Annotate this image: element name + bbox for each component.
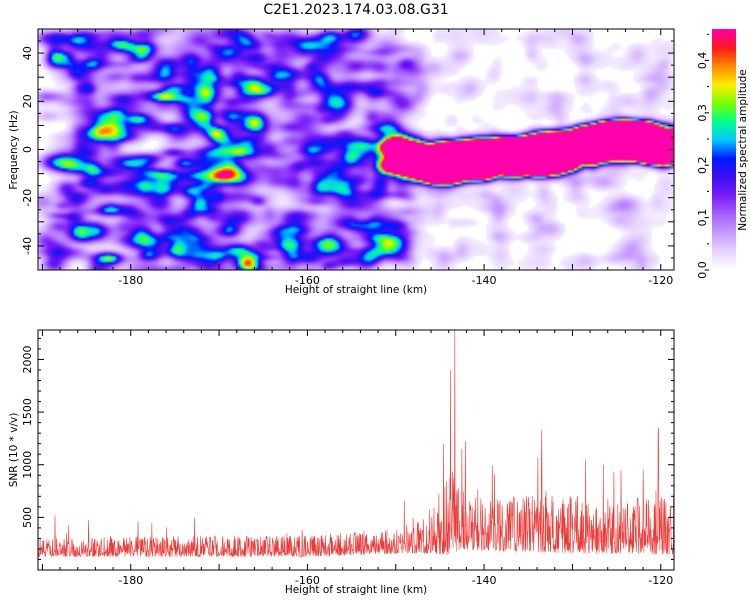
snr-x-axis-label: Height of straight line (km)	[285, 584, 427, 596]
spectrogram-x-tick-label: -160	[295, 274, 320, 287]
figure-title: C2E1.2023.174.03.08.G31	[263, 2, 448, 18]
spectrogram-y-tick-label: 20	[21, 94, 34, 108]
colorbar: 0.0 0.1 0.2 0.3 0.4 Normalized spectral ampl…	[696, 29, 749, 279]
colorbar-gradient	[712, 29, 736, 270]
colorbar-tick-label: 0.1	[696, 209, 709, 227]
spectrogram-y-tick-label: 0	[21, 146, 34, 153]
colorbar-tick-label: 0.2	[696, 156, 709, 174]
snr-panel: -180 -160 -140 -120 500 1000 1500 2000 Height o…	[8, 329, 675, 596]
spectrogram-x-tick-label: -140	[472, 274, 497, 287]
colorbar-tick-label: 0.0	[696, 261, 709, 279]
spectrogram-image	[38, 29, 674, 270]
snr-x-tick-label: -120	[648, 574, 673, 587]
spectrogram-y-tick-label: 40	[21, 46, 34, 60]
snr-y-tick-label: 1000	[21, 451, 34, 479]
spectrogram-y-axis-label: Frequency (Hz)	[8, 110, 20, 189]
snr-frame	[37, 329, 675, 571]
colorbar-tick-label: 0.3	[696, 104, 709, 122]
spectrogram-panel: -180 -160 -140 -120 -40 -20 0 20 40 Height of st…	[8, 28, 675, 296]
colorbar-label: Normalized spectral amplitude	[737, 69, 749, 230]
snr-series-line	[38, 330, 674, 558]
spectrogram-x-tick-label: -180	[118, 274, 143, 287]
colorbar-tick-label: 0.4	[696, 52, 709, 70]
spectrogram-y-tick-label: -40	[21, 237, 34, 255]
snr-y-tick-label: 1500	[21, 398, 34, 426]
spectrogram-x-axis-label: Height of straight line (km)	[285, 284, 427, 296]
spectrogram-y-tick-label: -20	[21, 189, 34, 207]
snr-y-axis-label: SNR (10 * v/v)	[8, 413, 20, 488]
snr-x-tick-label: -160	[295, 574, 320, 587]
snr-x-tick-label: -180	[118, 574, 143, 587]
snr-y-tick-label: 500	[21, 507, 34, 528]
snr-x-tick-label: -140	[472, 574, 497, 587]
snr-y-tick-label: 2000	[21, 345, 34, 373]
spectrogram-x-tick-label: -120	[648, 274, 673, 287]
